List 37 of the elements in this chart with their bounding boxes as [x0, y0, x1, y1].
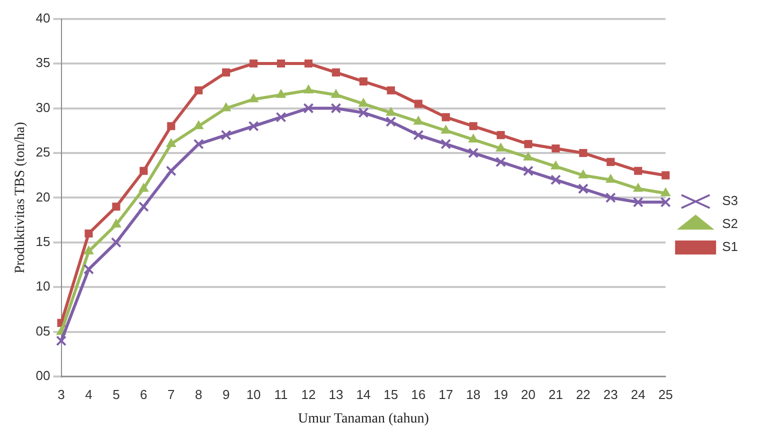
x-tick-label: 5 [112, 386, 120, 402]
x-tick-label: 14 [356, 386, 371, 402]
x-axis-title: Umur Tanaman (tahun) [298, 411, 430, 426]
x-tick-label: 6 [140, 386, 148, 402]
y-tick-label: 30 [36, 100, 50, 115]
x-tick-label: 7 [168, 386, 175, 402]
y-tick-label: 15 [36, 234, 50, 250]
x-tick-label: 18 [466, 386, 481, 402]
y-tick-label: 20 [36, 189, 50, 204]
x-tick-label: 12 [301, 386, 316, 402]
y-tick-label: 25 [36, 144, 50, 160]
legend-label: S1 [722, 239, 738, 254]
y-tick-label: 00 [36, 368, 50, 384]
x-tick-label: 15 [384, 386, 398, 402]
x-tick-label: 25 [658, 386, 673, 402]
x-tick-label: 8 [194, 386, 202, 402]
y-tick-label: 35 [36, 55, 50, 70]
y-tick-label: 40 [36, 10, 50, 26]
x-tick-label: 16 [411, 386, 426, 402]
legend-label: S3 [722, 193, 738, 208]
x-tick-label: 3 [58, 386, 65, 402]
x-tick-label: 22 [576, 386, 590, 402]
x-tick-label: 13 [328, 386, 344, 402]
x-tick-label: 9 [222, 386, 230, 402]
x-tick-label: 24 [630, 386, 646, 402]
x-tick-label: 20 [521, 386, 536, 402]
x-tick-label: 17 [438, 386, 454, 402]
x-tick-label: 4 [85, 386, 92, 402]
y-tick-label: 05 [36, 323, 50, 338]
x-tick-label: 21 [548, 386, 563, 402]
legend-label: S2 [722, 216, 738, 232]
y-axis-title: Produktivitas TBS (ton/ha) [13, 122, 28, 274]
x-tick-label: 11 [274, 386, 288, 402]
y-tick-label: 10 [36, 278, 50, 294]
x-tick-label: 10 [246, 386, 261, 402]
x-tick-label: 19 [494, 386, 508, 402]
x-tick-label: 23 [603, 386, 618, 402]
